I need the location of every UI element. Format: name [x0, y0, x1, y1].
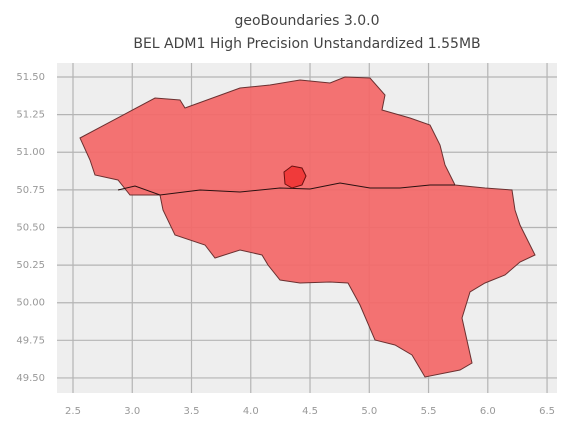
regions [79, 76, 536, 378]
y-tick-label: 51.25 [16, 110, 45, 121]
y-tick-label: 50.50 [16, 222, 45, 233]
y-tick-label: 51.00 [16, 147, 45, 158]
region-brussels [283, 165, 307, 189]
y-tick-label: 51.50 [16, 72, 45, 83]
y-tick-label: 50.00 [16, 298, 45, 309]
x-tick-label: 6.0 [480, 406, 496, 417]
chart-title: geoBoundaries 3.0.0 [234, 13, 379, 29]
x-tick-label: 2.5 [65, 406, 81, 417]
x-tick-label: 3.5 [184, 406, 200, 417]
x-tick-label: 3.0 [124, 406, 140, 417]
x-tick-label: 4.5 [302, 406, 318, 417]
region-flanders-wallonia [79, 76, 536, 378]
x-tick-label: 4.0 [243, 406, 259, 417]
y-tick-label: 50.75 [16, 185, 45, 196]
region-border [117, 182, 455, 196]
x-tick-label: 5.0 [361, 406, 377, 417]
y-tick-label: 49.75 [16, 335, 45, 346]
chart-subtitle: BEL ADM1 High Precision Unstandardized 1… [133, 36, 480, 52]
y-tick-label: 49.50 [16, 373, 45, 384]
x-tick-label: 5.5 [421, 406, 437, 417]
y-tick-label: 50.25 [16, 260, 45, 271]
x-tick-label: 6.5 [539, 406, 555, 417]
